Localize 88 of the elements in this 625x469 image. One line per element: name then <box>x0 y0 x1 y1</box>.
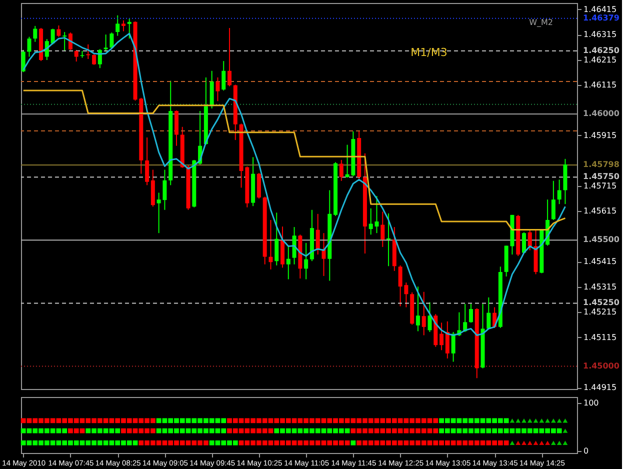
y-tick-label: 0 <box>584 446 589 456</box>
candlestick <box>304 242 308 280</box>
candlestick <box>228 27 232 87</box>
point <box>562 418 568 423</box>
candlestick <box>92 54 96 66</box>
candlestick <box>216 76 220 102</box>
candlestick <box>468 303 473 324</box>
point <box>516 440 521 445</box>
candlestick <box>557 179 562 205</box>
candlestick <box>486 296 491 330</box>
candlestick <box>280 226 285 268</box>
candlestick <box>27 36 32 58</box>
point <box>539 418 544 423</box>
y-tick-label: 1.46415 <box>584 4 617 14</box>
y-tick-label: 1.45915 <box>584 130 617 140</box>
y-tick-label: 1.45415 <box>584 257 617 266</box>
point <box>510 418 515 423</box>
line-series <box>22 90 566 231</box>
candlestick <box>440 322 444 351</box>
y-tick-label: 1.46115 <box>584 80 617 90</box>
candlestick <box>316 213 320 256</box>
point <box>527 418 532 423</box>
candlestick <box>380 211 385 248</box>
point <box>550 418 556 423</box>
point <box>545 418 550 423</box>
candlestick <box>104 34 108 52</box>
point <box>562 440 568 445</box>
candlestick <box>62 32 67 52</box>
candlestick <box>416 286 420 332</box>
candlestick <box>339 159 344 182</box>
y-tick-label: 1.46215 <box>584 55 617 64</box>
candlestick <box>222 60 226 92</box>
point <box>533 440 538 445</box>
candlestick <box>33 25 38 42</box>
ref-line-label: 1.45250 <box>583 298 620 308</box>
ref-line-label: 1.45000 <box>583 361 620 370</box>
candlestick <box>68 32 72 50</box>
candlestick <box>256 172 261 200</box>
candlestick <box>174 110 178 146</box>
point <box>550 440 556 445</box>
point <box>516 418 521 423</box>
y-tick-label: 1.45215 <box>584 308 617 317</box>
candlestick <box>116 14 120 36</box>
y-tick-label: 1.46315 <box>584 30 617 40</box>
candlestick <box>286 246 290 280</box>
point <box>562 428 568 433</box>
candlestick <box>121 20 126 32</box>
candlestick <box>451 331 456 362</box>
candlestick <box>292 226 296 265</box>
candlestick <box>551 180 556 220</box>
candlestick <box>21 49 26 73</box>
candlestick <box>110 32 114 49</box>
point <box>510 440 515 445</box>
candlestick <box>98 48 102 69</box>
y-tick-label: 1.45715 <box>584 181 617 190</box>
annotation: W_M2 <box>529 18 553 27</box>
candlestick <box>145 136 150 186</box>
candlestick <box>422 291 426 336</box>
candlestick <box>428 302 432 332</box>
point <box>556 440 562 445</box>
candlestick <box>528 228 532 251</box>
y-tick-label: 1.44915 <box>584 383 617 392</box>
candlestick <box>74 49 78 62</box>
annotation: M1/M3 <box>410 46 448 59</box>
point <box>545 440 550 445</box>
ref-line-label: 1.45750 <box>583 172 620 182</box>
point <box>556 418 562 423</box>
candlestick <box>127 18 132 40</box>
ref-line-label: 1.46379 <box>583 13 620 22</box>
ref-line-label: 1.46000 <box>583 109 620 118</box>
candlestick <box>268 219 273 270</box>
point <box>522 418 526 423</box>
y-tick-label: 1.45115 <box>584 332 617 342</box>
candlestick <box>56 24 61 38</box>
y-tick-label: 1.45615 <box>584 206 617 216</box>
point <box>539 440 544 445</box>
point <box>527 440 532 445</box>
y-tick-label: 1.45315 <box>584 282 617 292</box>
ref-line-label: 1.45798 <box>583 160 620 169</box>
y-tick-label: 100 <box>584 398 599 408</box>
candlestick <box>86 44 90 60</box>
point <box>522 440 526 445</box>
ref-line-label: 1.45500 <box>583 235 620 244</box>
candlestick <box>274 212 279 266</box>
candlestick <box>50 28 55 45</box>
ref-line-label: 1.46250 <box>583 46 620 55</box>
point <box>533 418 538 423</box>
candlestick <box>445 320 450 359</box>
